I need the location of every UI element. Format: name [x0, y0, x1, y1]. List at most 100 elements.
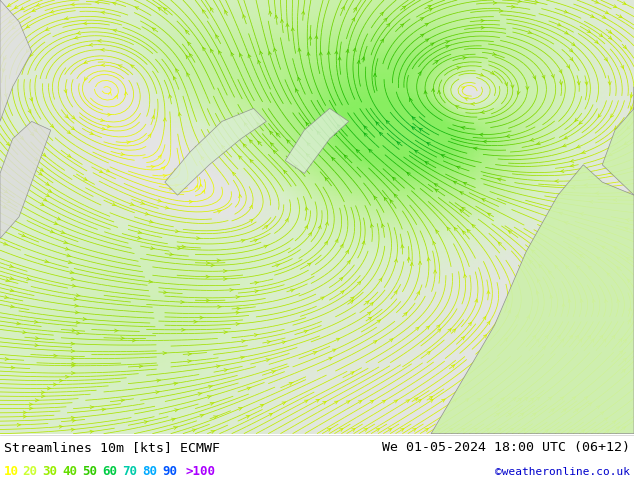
FancyArrowPatch shape: [358, 281, 361, 285]
Text: 20: 20: [22, 466, 37, 478]
FancyArrowPatch shape: [373, 74, 377, 76]
FancyArrowPatch shape: [339, 277, 343, 281]
FancyArrowPatch shape: [506, 299, 509, 302]
FancyArrowPatch shape: [560, 82, 562, 85]
FancyArrowPatch shape: [306, 154, 309, 157]
FancyArrowPatch shape: [475, 299, 478, 302]
FancyArrowPatch shape: [362, 241, 365, 245]
FancyArrowPatch shape: [564, 31, 568, 34]
FancyArrowPatch shape: [417, 292, 420, 295]
FancyArrowPatch shape: [608, 153, 612, 156]
FancyArrowPatch shape: [340, 245, 343, 248]
FancyArrowPatch shape: [6, 142, 10, 146]
FancyArrowPatch shape: [542, 346, 545, 349]
FancyArrowPatch shape: [188, 352, 191, 356]
FancyArrowPatch shape: [247, 387, 251, 390]
FancyArrowPatch shape: [308, 233, 311, 236]
FancyArrowPatch shape: [384, 18, 387, 22]
FancyArrowPatch shape: [325, 222, 328, 225]
FancyArrowPatch shape: [206, 299, 210, 302]
FancyArrowPatch shape: [370, 224, 373, 227]
FancyArrowPatch shape: [72, 419, 76, 422]
FancyArrowPatch shape: [603, 339, 606, 342]
FancyArrowPatch shape: [307, 143, 310, 146]
FancyArrowPatch shape: [413, 429, 416, 432]
FancyArrowPatch shape: [273, 150, 276, 154]
FancyArrowPatch shape: [170, 253, 174, 256]
FancyArrowPatch shape: [306, 122, 309, 126]
FancyArrowPatch shape: [112, 2, 116, 5]
FancyArrowPatch shape: [518, 0, 522, 2]
FancyArrowPatch shape: [304, 400, 308, 403]
FancyArrowPatch shape: [282, 341, 286, 344]
FancyArrowPatch shape: [289, 382, 293, 385]
FancyArrowPatch shape: [584, 184, 588, 187]
FancyArrowPatch shape: [260, 51, 262, 54]
FancyArrowPatch shape: [430, 399, 433, 402]
FancyArrowPatch shape: [435, 189, 439, 192]
FancyArrowPatch shape: [269, 11, 272, 14]
FancyArrowPatch shape: [604, 418, 607, 421]
FancyArrowPatch shape: [113, 29, 117, 32]
FancyArrowPatch shape: [11, 366, 15, 369]
FancyArrowPatch shape: [250, 160, 253, 163]
FancyArrowPatch shape: [429, 8, 432, 11]
FancyArrowPatch shape: [61, 231, 65, 233]
FancyArrowPatch shape: [152, 28, 156, 31]
FancyArrowPatch shape: [605, 430, 609, 433]
FancyArrowPatch shape: [174, 409, 179, 412]
FancyArrowPatch shape: [181, 300, 184, 303]
FancyArrowPatch shape: [206, 262, 210, 265]
FancyArrowPatch shape: [630, 94, 633, 98]
FancyArrowPatch shape: [571, 186, 575, 190]
FancyArrowPatch shape: [545, 430, 548, 433]
FancyArrowPatch shape: [377, 320, 380, 323]
FancyArrowPatch shape: [298, 49, 301, 51]
FancyArrowPatch shape: [236, 307, 240, 310]
FancyArrowPatch shape: [463, 274, 467, 278]
FancyArrowPatch shape: [481, 26, 485, 29]
FancyArrowPatch shape: [419, 128, 423, 131]
FancyArrowPatch shape: [364, 126, 367, 129]
FancyArrowPatch shape: [505, 82, 508, 86]
FancyArrowPatch shape: [415, 150, 418, 153]
FancyArrowPatch shape: [394, 194, 398, 197]
FancyArrowPatch shape: [67, 254, 71, 257]
FancyArrowPatch shape: [461, 87, 465, 90]
FancyArrowPatch shape: [145, 212, 149, 215]
FancyArrowPatch shape: [36, 399, 39, 402]
FancyArrowPatch shape: [504, 338, 507, 341]
FancyArrowPatch shape: [70, 270, 74, 274]
FancyArrowPatch shape: [389, 339, 393, 342]
Text: 70: 70: [122, 466, 137, 478]
FancyArrowPatch shape: [200, 415, 204, 417]
FancyArrowPatch shape: [609, 172, 613, 174]
FancyArrowPatch shape: [585, 82, 588, 85]
FancyArrowPatch shape: [200, 316, 204, 319]
FancyArrowPatch shape: [20, 136, 23, 140]
FancyArrowPatch shape: [512, 5, 515, 8]
FancyArrowPatch shape: [465, 98, 469, 100]
FancyArrowPatch shape: [144, 420, 148, 423]
FancyArrowPatch shape: [437, 91, 441, 94]
FancyArrowPatch shape: [400, 24, 404, 27]
FancyArrowPatch shape: [45, 260, 49, 263]
FancyArrowPatch shape: [588, 266, 592, 270]
FancyArrowPatch shape: [7, 200, 10, 203]
FancyArrowPatch shape: [239, 156, 242, 159]
FancyArrowPatch shape: [64, 89, 67, 93]
FancyArrowPatch shape: [325, 242, 327, 245]
FancyArrowPatch shape: [250, 140, 253, 143]
FancyArrowPatch shape: [367, 312, 371, 315]
FancyArrowPatch shape: [6, 279, 10, 282]
FancyArrowPatch shape: [437, 325, 440, 328]
FancyArrowPatch shape: [506, 135, 510, 138]
FancyArrowPatch shape: [30, 53, 33, 56]
FancyArrowPatch shape: [325, 177, 328, 181]
FancyArrowPatch shape: [598, 114, 601, 117]
FancyArrowPatch shape: [158, 199, 162, 202]
FancyArrowPatch shape: [206, 275, 210, 278]
FancyArrowPatch shape: [511, 85, 514, 88]
FancyArrowPatch shape: [74, 36, 78, 39]
FancyArrowPatch shape: [121, 399, 125, 402]
